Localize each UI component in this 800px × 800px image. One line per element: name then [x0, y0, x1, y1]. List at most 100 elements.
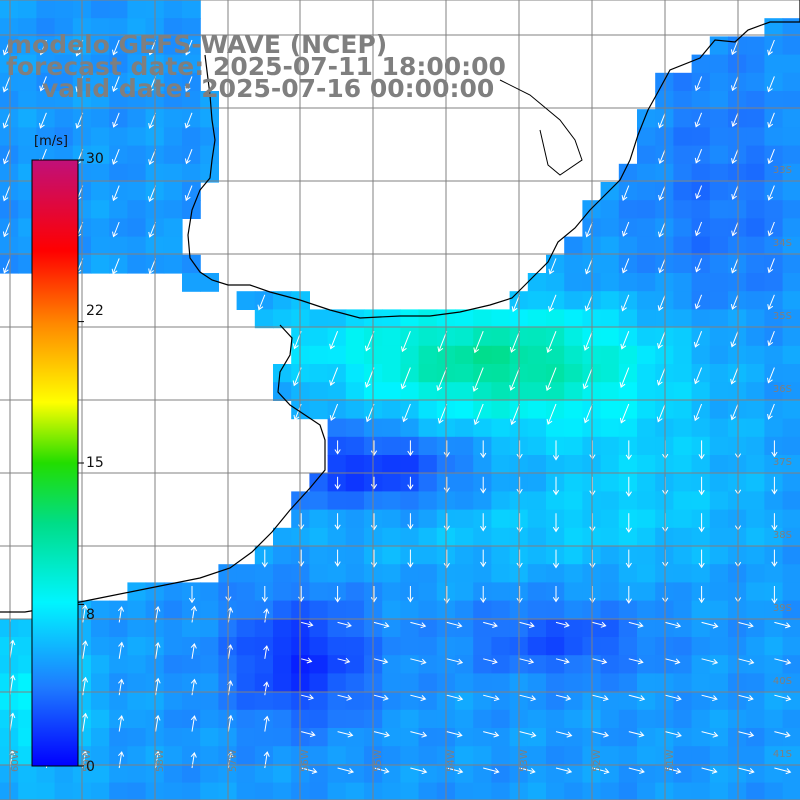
speed-cell [637, 564, 656, 583]
wind-arrow [665, 658, 681, 665]
speed-cell [618, 436, 638, 456]
speed-cell [764, 655, 784, 674]
speed-cell [564, 782, 583, 800]
speed-cell [382, 364, 401, 383]
speed-cell [728, 564, 747, 583]
speed-cell [764, 91, 784, 110]
speed-cell [400, 637, 420, 656]
speed-cell [127, 18, 147, 37]
speed-cell [546, 527, 565, 547]
speed-cell [400, 491, 420, 511]
wind-arrow [334, 440, 341, 455]
wind-arrow [552, 586, 560, 603]
speed-cell [309, 509, 329, 529]
speed-cell [709, 182, 729, 201]
speed-cell [637, 127, 656, 147]
speed-cell [691, 582, 711, 602]
wind-arrow [731, 149, 739, 164]
speed-cell [345, 673, 365, 693]
speed-cell [309, 728, 329, 747]
speed-cell [618, 673, 638, 693]
speed-cell [673, 600, 693, 620]
speed-cell [400, 418, 420, 438]
wind-arrow [81, 640, 89, 659]
wind-arrow [665, 621, 682, 629]
speed-cell [618, 163, 638, 183]
speed-cell [291, 746, 310, 765]
speed-cell [345, 436, 365, 456]
speed-cell [382, 582, 401, 602]
speed-cell [309, 618, 329, 638]
speed-cell [564, 564, 583, 583]
speed-cell [163, 163, 183, 183]
speed-cell [546, 509, 565, 529]
speed-cell [527, 400, 547, 420]
speed-cell [746, 509, 765, 529]
speed-cell [691, 782, 711, 800]
speed-cell [455, 564, 474, 583]
speed-cell [382, 436, 401, 456]
speed-cell [764, 418, 784, 438]
speed-cell [291, 600, 310, 620]
speed-cell [309, 491, 329, 511]
speed-cell [600, 273, 620, 292]
speed-cell [491, 509, 511, 529]
speed-cell [327, 546, 347, 565]
wind-arrow [81, 604, 88, 623]
wind-arrow [483, 658, 498, 665]
speed-cell [709, 345, 729, 365]
speed-cell [291, 345, 310, 365]
speed-cell [109, 182, 128, 201]
speed-cell [691, 600, 711, 620]
wind-arrow [767, 112, 775, 128]
speed-cell [527, 782, 547, 800]
speed-cell [618, 327, 638, 347]
speed-cell [91, 163, 110, 183]
speed-cell [618, 655, 638, 674]
speed-cell [200, 764, 219, 784]
wind-arrow [592, 694, 609, 702]
wind-arrow [81, 712, 89, 732]
speed-cell [327, 436, 347, 456]
speed-cell [0, 54, 19, 74]
speed-cell [109, 127, 128, 147]
longitude-labels: 60W 59W 58W 57W 56W 55W 54W 53W 52W 51W [10, 749, 676, 772]
speed-cell [91, 200, 110, 219]
speed-cell [91, 709, 110, 729]
speed-cell [709, 54, 729, 74]
wind-arrow [585, 221, 593, 238]
speed-cell [182, 655, 201, 674]
speed-cell [163, 691, 183, 711]
speed-cell [0, 709, 19, 729]
speed-cell [709, 564, 729, 583]
speed-cell [728, 254, 747, 274]
wind-arrow [334, 549, 341, 567]
speed-cell [473, 673, 492, 693]
speed-cell [254, 691, 274, 711]
speed-cell [273, 309, 292, 329]
speed-cell [637, 473, 656, 492]
speed-cell [746, 746, 765, 765]
wind-arrow [548, 294, 557, 312]
speed-cell [491, 582, 511, 602]
speed-cell [728, 491, 747, 511]
speed-cell [327, 509, 347, 529]
wind-arrow [373, 731, 391, 738]
speed-cell [18, 54, 37, 74]
speed-cell [182, 691, 201, 711]
speed-cell [382, 637, 401, 656]
wind-arrow [771, 586, 778, 604]
speed-cell [309, 564, 329, 583]
speed-cell [728, 163, 747, 183]
wind-arrow [555, 731, 573, 738]
speed-cell [182, 182, 201, 201]
speed-cell [345, 746, 365, 765]
speed-cell [728, 345, 747, 365]
wind-arrow [483, 621, 498, 628]
wind-arrow [665, 731, 682, 738]
speed-cell [455, 382, 474, 401]
speed-cell [600, 491, 620, 511]
speed-cell [527, 673, 547, 693]
speed-cell [709, 327, 729, 347]
